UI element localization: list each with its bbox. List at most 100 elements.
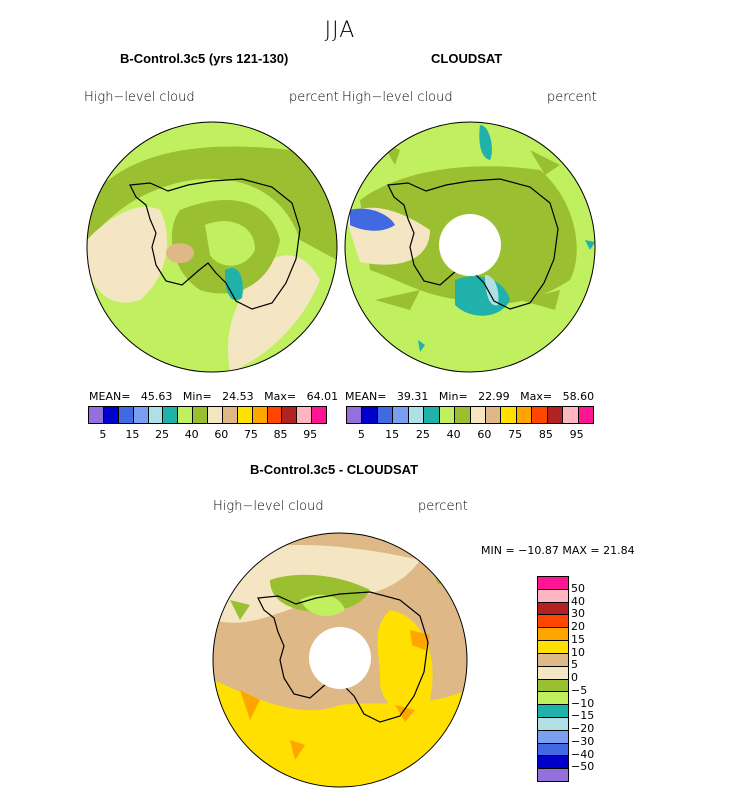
colorbar-swatch xyxy=(163,407,179,423)
colorbar-swatch xyxy=(538,705,568,718)
colorbar-tick-label: −50 xyxy=(571,760,595,774)
colorbar-tick-label: 75 xyxy=(243,428,258,441)
colorbar-swatch xyxy=(393,407,409,423)
panel-title-cloudsat: CLOUDSAT xyxy=(431,51,503,66)
colorbar-tick-label: 50 xyxy=(571,581,585,595)
colorbar-swatch xyxy=(538,679,568,693)
colorbar-tick-label: 40 xyxy=(446,428,461,441)
colorbar-swatch xyxy=(578,407,593,423)
colorbar-swatch xyxy=(103,407,119,423)
colorbar-tick-label: 15 xyxy=(125,428,140,441)
colorbar-tick-label: 5 xyxy=(357,428,365,441)
panel2-variable-label: High−level cloud xyxy=(342,90,453,105)
colorbar-swatch xyxy=(538,666,568,680)
colorbar-swatch xyxy=(538,730,568,744)
colorbar-tick-label: 85 xyxy=(538,428,553,441)
colorbar-swatch xyxy=(532,407,548,423)
colorbar-swatch xyxy=(538,589,568,603)
colorbar-tick-label: 60 xyxy=(477,428,492,441)
colorbar-swatch xyxy=(547,407,564,423)
colorbar-tick-label: −40 xyxy=(571,747,595,761)
panel-title-model: B-Control.3c5 (yrs 121-130) xyxy=(120,51,289,66)
colorbar-swatch xyxy=(362,407,378,423)
colorbar-swatch xyxy=(424,407,440,423)
colorbar-tick-label: 15 xyxy=(385,428,400,441)
colorbar-tick-label: 85 xyxy=(273,428,288,441)
colorbar-swatch xyxy=(538,628,568,642)
colorbar-swatch xyxy=(377,407,394,423)
colorbar-tick-label: 25 xyxy=(415,428,430,441)
colorbar-swatch xyxy=(538,692,568,706)
colorbar-tick-label: −10 xyxy=(571,696,595,710)
panel3-units-label: percent xyxy=(418,499,468,514)
colorbar-swatch xyxy=(282,407,298,423)
colorbar-tick-label: −20 xyxy=(571,722,595,735)
colorbar-tick-label: 5 xyxy=(99,428,107,441)
map-model-border xyxy=(86,121,338,373)
map-difference-border xyxy=(212,532,468,788)
map-cloudsat-border xyxy=(344,121,596,373)
colorbar-tick-label: 75 xyxy=(508,428,523,441)
colorbar-swatch xyxy=(208,407,223,423)
colorbar-swatch xyxy=(439,407,456,423)
panel1-stats: MEAN= 45.63 Min= 24.53 Max= 64.01 xyxy=(89,390,339,403)
colorbar-swatch xyxy=(89,407,104,423)
colorbar-swatch xyxy=(538,756,568,770)
colorbar-tick-label: 30 xyxy=(571,607,585,621)
colorbar-swatch xyxy=(501,407,517,423)
colorbar-tick-label: 60 xyxy=(214,428,229,441)
colorbar-tick-label: 15 xyxy=(571,632,585,646)
panel1-units-label: percent xyxy=(289,90,339,105)
colorbar-tick-label: 25 xyxy=(155,428,170,441)
colorbar-tick-label: 95 xyxy=(569,428,584,441)
colorbar-tick-label: 5 xyxy=(571,658,578,672)
colorbar-swatch xyxy=(455,407,471,423)
colorbar-swatch xyxy=(222,407,238,423)
colorbar-swatch xyxy=(538,717,568,731)
panel3-stats: MIN = −10.87 MAX = 21.84 xyxy=(481,544,635,557)
panel1-variable-label: High−level cloud xyxy=(84,90,195,105)
panel2-stats: MEAN= 39.31 Min= 22.99 Max= 58.60 xyxy=(345,390,595,403)
colorbar-swatch xyxy=(516,407,533,423)
colorbar-tick-label: 20 xyxy=(571,620,585,633)
colorbar-tick-label: −5 xyxy=(571,683,588,697)
colorbar-swatch xyxy=(470,407,486,423)
colorbar-tick-label: −15 xyxy=(571,709,595,723)
colorbar-swatch xyxy=(347,407,363,423)
colorbar-swatch xyxy=(237,407,253,423)
colorbar-swatch xyxy=(252,407,268,423)
figure-title: JJA xyxy=(324,18,356,43)
colorbar-swatch xyxy=(538,653,568,667)
colorbar-swatch xyxy=(297,407,313,423)
colorbar-swatch xyxy=(178,407,194,423)
map-difference xyxy=(213,533,467,787)
colorbar-tick-label: 10 xyxy=(571,645,585,659)
panel-title-diff: B-Control.3c5 - CLOUDSAT xyxy=(250,462,419,477)
colorbar-swatch xyxy=(538,602,568,616)
panel3-variable-label: High−level cloud xyxy=(213,499,324,514)
colorbar-swatch xyxy=(538,641,568,654)
colorbar-swatch xyxy=(312,407,326,423)
colorbar-tick-label: −30 xyxy=(571,734,595,748)
colorbar-swatch xyxy=(563,407,579,423)
colorbar-swatch xyxy=(485,407,502,423)
colorbar-swatch xyxy=(193,407,208,423)
colorbar-tick-label: 0 xyxy=(571,671,578,684)
colorbar-swatch xyxy=(133,407,149,423)
colorbar-swatch xyxy=(538,577,568,590)
colorbar-swatch xyxy=(538,769,568,781)
colorbar-swatch xyxy=(538,743,568,757)
colorbar-tick-label: 95 xyxy=(303,428,318,441)
colorbar-swatch xyxy=(538,615,568,629)
colorbar-swatch xyxy=(148,407,164,423)
colorbar-difference xyxy=(537,576,569,782)
colorbar-tick-label: 40 xyxy=(184,428,199,441)
map-model xyxy=(87,122,337,372)
colorbar-swatch xyxy=(118,407,134,423)
panel2-units-label: percent xyxy=(547,90,597,105)
colorbar-swatch xyxy=(267,407,283,423)
colorbar-swatch xyxy=(408,407,425,423)
map-cloudsat xyxy=(345,122,595,372)
colorbar-model xyxy=(88,406,327,424)
